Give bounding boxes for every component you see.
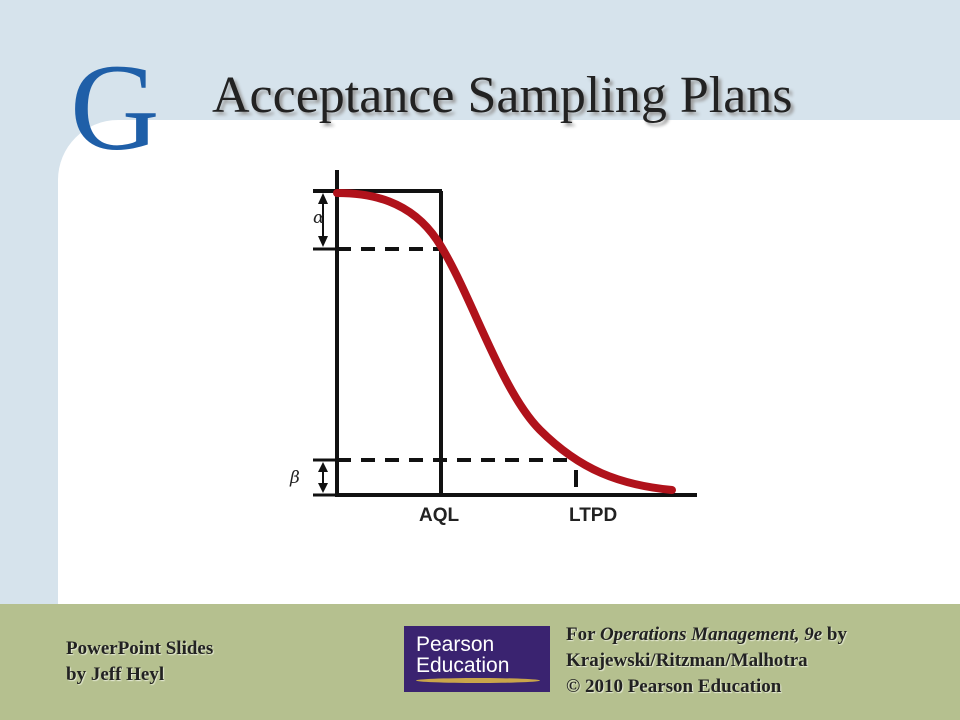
book-by: by [822,624,847,645]
pearson-education-logo: Pearson Education [404,626,550,692]
copyright-line: © 2010 Pearson Education [566,676,782,697]
authors-line: Krajewski/Ritzman/Malhotra [566,650,808,671]
footer-bar: PowerPoint Slides by Jeff Heyl Pearson E… [0,604,960,720]
book-for: For [566,624,600,645]
credits-left: PowerPoint Slides by Jeff Heyl [66,636,213,688]
beta-arrow-up [318,462,328,472]
slide-title: Acceptance Sampling Plans [212,67,793,124]
beta-symbol: β [290,468,300,488]
content-panel [58,120,960,604]
logo-line-2: Education [416,654,510,677]
logo-swoosh [416,678,540,683]
alpha-arrow-down [318,236,328,247]
aql-label: AQL [419,505,460,526]
chapter-letter: G [70,39,160,176]
book-line: For Operations Management, 9e by [566,622,847,648]
alpha-symbol: α [313,208,325,228]
ltpd-label: LTPD [569,505,618,526]
alpha-arrow-up [318,193,328,204]
beta-arrow-down [318,483,328,493]
credits-line-1: PowerPoint Slides [66,638,214,659]
credits-line-2: by Jeff Heyl [66,664,165,685]
oc-curve [333,189,676,494]
logo-line-1: Pearson [416,633,495,656]
credits-right: For Operations Management, 9e by Krajews… [566,622,847,700]
book-title: Operations Management, 9e [599,624,823,645]
